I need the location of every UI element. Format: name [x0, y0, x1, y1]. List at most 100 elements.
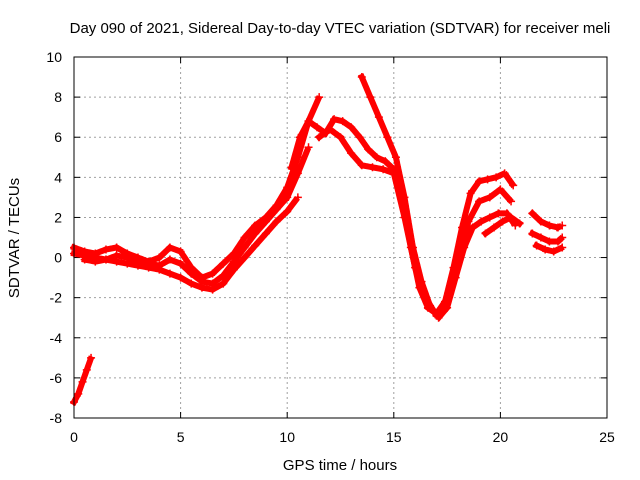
plot-frame [73, 56, 608, 419]
data-point [553, 237, 562, 246]
data-point [176, 259, 185, 268]
data-point [78, 377, 87, 386]
data-point [357, 161, 366, 170]
data-point [240, 243, 249, 252]
data-point [558, 221, 567, 230]
data-point [229, 257, 238, 266]
data-point [261, 217, 270, 226]
data-point [165, 255, 174, 264]
data-point [492, 173, 501, 182]
data-point [82, 365, 91, 374]
data-point [251, 241, 260, 250]
y-tick-label: 0 [54, 250, 62, 266]
x-tick-label: 25 [599, 429, 615, 445]
data-point [304, 143, 313, 152]
data-point [494, 209, 503, 218]
data-point [330, 115, 339, 124]
data-point [368, 163, 377, 172]
data-point [507, 197, 516, 206]
y-tick-label: 4 [54, 169, 62, 185]
data-point [112, 243, 121, 252]
data-point [155, 265, 164, 274]
data-point [338, 117, 347, 126]
tick-labels: 0 5 10 15 20 25 -8 -6 -4 -2 0 2 4 6 8 10 [46, 49, 615, 445]
data-point [123, 259, 132, 268]
y-axis-label: SDTVAR / TECUs [6, 178, 23, 298]
data-point [379, 165, 388, 174]
data-point [219, 279, 228, 288]
data-point [293, 193, 302, 202]
data-point [372, 153, 381, 162]
data-point [426, 301, 435, 310]
data-point [558, 243, 567, 252]
data-point [475, 177, 484, 186]
data-point [490, 223, 499, 232]
data-point [272, 217, 281, 226]
data-point [475, 197, 484, 206]
data-point [272, 205, 281, 214]
data-point [391, 153, 400, 162]
data-point [536, 217, 545, 226]
series-markers-arc-end-3 [532, 241, 567, 255]
x-axis-label: GPS time / hours [283, 457, 397, 474]
data-point [381, 157, 390, 166]
data-point [176, 273, 185, 282]
data-point [477, 217, 486, 226]
data-point [468, 223, 477, 232]
y-tick-label: -2 [50, 290, 63, 306]
data-point [485, 193, 494, 202]
data-point [355, 133, 364, 142]
data-point [144, 263, 153, 272]
y-tick-label: -4 [50, 330, 63, 346]
data-series [69, 73, 567, 407]
axis-ticks [73, 56, 608, 419]
data-point [187, 269, 196, 278]
data-point [240, 253, 249, 262]
data-point [383, 133, 392, 142]
data-point [336, 133, 345, 142]
data-point [240, 233, 249, 242]
x-tick-label: 20 [493, 429, 509, 445]
x-tick-label: 10 [279, 429, 295, 445]
data-point [287, 163, 296, 172]
y-tick-label: -6 [50, 370, 63, 386]
data-point [434, 313, 443, 322]
data-point [553, 223, 562, 232]
data-point [536, 233, 545, 242]
data-point [500, 169, 509, 178]
data-point [496, 185, 505, 194]
data-point [112, 257, 121, 266]
data-point [165, 269, 174, 278]
data-point [283, 207, 292, 216]
data-point [364, 145, 373, 154]
data-point [251, 229, 260, 238]
x-tick-label: 15 [386, 429, 402, 445]
grid [74, 57, 607, 418]
data-point [133, 261, 142, 270]
x-tick-label: 0 [70, 429, 78, 445]
data-point [532, 241, 541, 250]
data-point [87, 353, 96, 362]
y-tick-label: 8 [54, 89, 62, 105]
data-point [451, 273, 460, 282]
data-point [466, 189, 475, 198]
data-point [417, 277, 426, 286]
data-point [545, 237, 554, 246]
data-point [304, 117, 313, 126]
data-point [187, 279, 196, 288]
data-point [283, 193, 292, 202]
data-point [261, 229, 270, 238]
y-tick-label: -8 [50, 410, 63, 426]
data-point [229, 265, 238, 274]
data-point [558, 233, 567, 242]
data-point [251, 221, 260, 230]
data-point [101, 245, 110, 254]
data-point [347, 149, 356, 158]
data-point [507, 213, 516, 222]
data-point [293, 169, 302, 178]
data-point [549, 247, 558, 256]
data-point [400, 193, 409, 202]
chart-title: Day 090 of 2021, Sidereal Day-to-day VTE… [70, 20, 611, 37]
data-point [219, 259, 228, 268]
